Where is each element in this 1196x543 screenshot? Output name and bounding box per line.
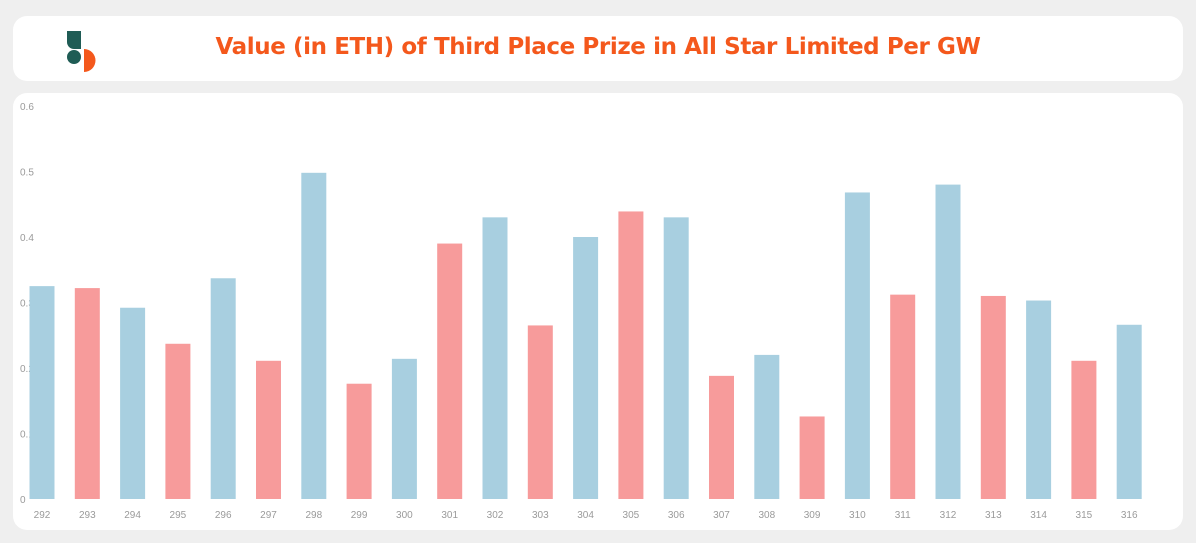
- bar-gw-304: [573, 237, 599, 499]
- bar-gw-306: [663, 217, 689, 499]
- y-tick-label: 0: [20, 495, 26, 506]
- x-tick-label: 316: [1121, 510, 1138, 521]
- x-tick-label: 297: [260, 510, 277, 521]
- bar-chart: 0 0.1 0.2 0.3 0.4 0.5 0.6 292 293 294 295 296 297 298…: [20, 102, 1142, 521]
- bar-gw-305: [618, 211, 644, 499]
- y-tick-label: 0.1: [20, 430, 34, 441]
- bar-gw-312: [935, 184, 961, 499]
- bar-gw-316: [1116, 324, 1142, 499]
- bar-gw-311: [890, 294, 916, 499]
- y-tick-label: 0.6: [20, 102, 34, 113]
- bar-gw-302: [482, 217, 508, 499]
- x-tick-label: 305: [623, 510, 640, 521]
- x-tick-label: 306: [668, 510, 685, 521]
- bar-gw-309: [799, 416, 825, 499]
- y-tick-label: 0.5: [20, 168, 34, 179]
- bar-gw-300: [391, 358, 417, 499]
- x-tick-label: 309: [804, 510, 821, 521]
- x-tick-label: 294: [124, 510, 141, 521]
- bar-gw-313: [980, 295, 1006, 499]
- x-tick-label: 311: [895, 510, 911, 521]
- chart-title: Value (in ETH) of Third Place Prize in A…: [215, 34, 981, 60]
- x-tick-label: 312: [940, 510, 957, 521]
- x-tick-label: 299: [351, 510, 368, 521]
- x-tick-label: 298: [305, 510, 322, 521]
- bar-gw-301: [437, 243, 463, 499]
- bar-gw-295: [165, 343, 191, 499]
- bar-gw-310: [844, 192, 870, 499]
- bar-gw-297: [256, 360, 281, 499]
- bar-gw-308: [754, 354, 780, 499]
- chart-header-card: Value (in ETH) of Third Place Prize in A…: [13, 16, 1183, 81]
- x-tick-label: 313: [985, 510, 1002, 521]
- x-tick-label: 292: [34, 510, 51, 521]
- x-tick-label: 304: [577, 510, 594, 521]
- x-tick-label: 308: [758, 510, 775, 521]
- x-tick-label: 295: [170, 510, 187, 521]
- bar-gw-298: [301, 172, 327, 499]
- bar-gw-293: [74, 288, 100, 499]
- y-tick-label: 0.4: [20, 233, 34, 244]
- bar-gw-292: [29, 286, 55, 499]
- x-tick-label: 315: [1076, 510, 1093, 521]
- bar-gw-307: [709, 375, 734, 499]
- chart-area: 0 0.1 0.2 0.3 0.4 0.5 0.6 292 293 294 295 296 297 298…: [13, 93, 1183, 530]
- bar-gw-299: [346, 383, 372, 499]
- x-tick-label: 302: [487, 510, 504, 521]
- x-tick-label: 301: [441, 510, 458, 521]
- x-tick-label: 296: [215, 510, 232, 521]
- x-tick-label: 310: [849, 510, 866, 521]
- x-tick-label: 314: [1030, 510, 1047, 521]
- x-tick-label: 307: [713, 510, 730, 521]
- bar-gw-314: [1026, 300, 1052, 499]
- x-tick-label: 300: [396, 510, 413, 521]
- y-tick-label: 0.2: [20, 364, 34, 375]
- bar-gw-315: [1071, 360, 1097, 499]
- y-tick-label: 0.3: [20, 299, 34, 310]
- bar-gw-303: [527, 325, 553, 499]
- x-tick-label: 303: [532, 510, 549, 521]
- x-tick-label: 293: [79, 510, 96, 521]
- sorare-s-logo-icon: [67, 31, 96, 72]
- bar-gw-294: [120, 307, 146, 499]
- bar-gw-296: [210, 278, 236, 499]
